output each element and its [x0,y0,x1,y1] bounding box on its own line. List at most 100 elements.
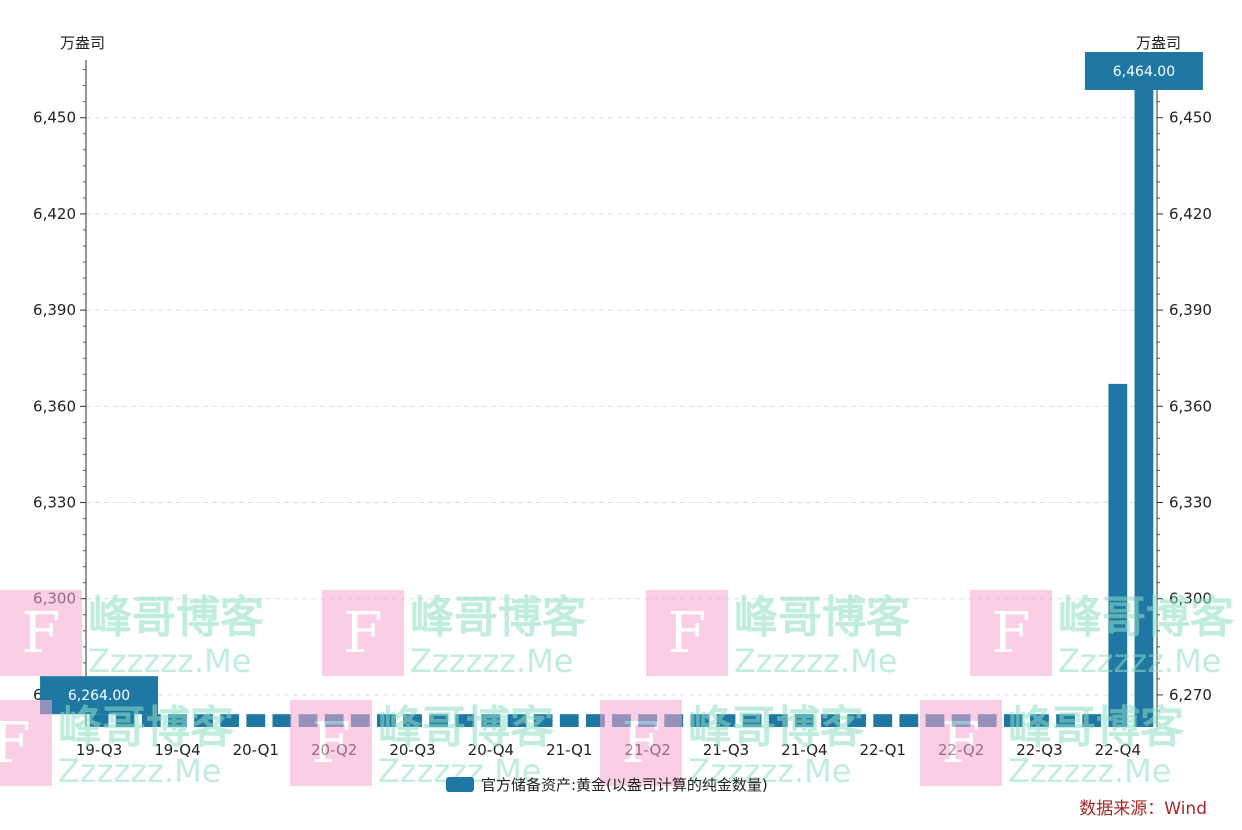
watermark-letter: F [344,601,383,666]
right-unit-label: 万盎司 [1136,34,1181,52]
legend-label: 官方储备资产:黄金(以盎司计算的纯金数量) [481,776,768,794]
y-tick-label-right: 6,360 [1169,397,1212,415]
y-tick-label-right: 6,420 [1169,205,1212,223]
bar[interactable] [690,714,710,727]
bar[interactable] [220,714,240,727]
watermark-subtitle: Zzzzzz.Me [734,642,897,680]
data-label: 6,264.00 [68,688,130,704]
watermark-subtitle: Zzzzzz.Me [58,752,221,790]
watermark-logo [290,700,372,786]
left-unit-label: 万盎司 [60,34,105,52]
bar[interactable] [455,714,475,727]
data-source: 数据来源：Wind [1079,799,1207,819]
x-tick-label: 21-Q3 [703,741,749,759]
bar[interactable] [533,714,553,727]
bar[interactable] [246,714,266,727]
watermark-letter: F [942,711,981,776]
watermark-letter: F [622,711,661,776]
x-tick-label: 20-Q1 [233,741,279,759]
watermark-title: 峰哥博客 [1008,702,1184,753]
y-tick-label-left: 6,450 [33,109,76,127]
watermark-letter: F [668,601,707,666]
watermark-title: 峰哥博客 [688,702,864,753]
y-tick-label-right: 6,450 [1169,109,1212,127]
data-label: 6,464.00 [1113,64,1175,80]
watermark-logo [920,700,1002,786]
x-tick-label: 19-Q3 [76,741,122,759]
y-tick-label-left: 6,330 [33,494,76,512]
watermark-subtitle: Zzzzzz.Me [410,642,573,680]
y-tick-label-right: 6,300 [1169,590,1212,608]
axes [85,60,1158,727]
bar[interactable] [429,714,449,727]
y-tick-label-right: 6,270 [1169,686,1212,704]
x-tick-label: 22-Q1 [860,741,906,759]
watermark-title: 峰哥博客 [410,592,586,643]
bar[interactable] [168,714,187,727]
bar[interactable] [873,714,893,727]
x-tick-label: 22-Q3 [1016,741,1062,759]
bar[interactable] [376,714,396,727]
bar[interactable] [899,714,919,727]
bar[interactable] [1082,714,1102,727]
data-label-box [40,676,159,715]
bar[interactable] [272,714,292,727]
bar[interactable] [403,714,422,727]
bar[interactable] [794,714,814,727]
bar[interactable] [716,714,736,727]
watermark-letter: F [992,601,1031,666]
data-label-box [1084,52,1203,90]
data-labels: 6,264.00 6,464.00 [40,52,1203,715]
bar[interactable] [821,714,840,727]
bar[interactable] [1003,714,1023,727]
bar[interactable] [1056,714,1075,727]
y-tick-label-left: 6,360 [33,397,76,415]
watermark-subtitle: Zzzzzz.Me [1008,752,1171,790]
bar[interactable] [481,714,501,727]
bar[interactable] [559,714,579,727]
watermark-title: 峰哥博客 [88,592,264,643]
x-tick-label: 21-Q4 [781,741,827,759]
watermark-logo [646,590,728,676]
watermark-title: 峰哥博客 [734,592,910,643]
watermark-subtitle: Zzzzzz.Me [88,642,251,680]
x-tick-label: 21-Q1 [546,741,592,759]
watermark-logo [970,590,1052,676]
bar[interactable] [507,714,527,727]
y-tick-label-right: 6,330 [1169,494,1212,512]
watermark-logo [600,700,682,786]
watermark-subtitle: Zzzzzz.Me [688,752,851,790]
watermark-logo [322,590,404,676]
bar[interactable] [141,714,161,727]
watermark-logo [0,590,82,676]
bar[interactable] [847,714,867,727]
y-tick-label-right: 6,390 [1169,301,1212,319]
bar[interactable] [1108,383,1128,727]
watermark-subtitle: Zzzzzz.Me [1058,642,1221,680]
legend[interactable]: 官方储备资产:黄金(以盎司计算的纯金数量) [446,776,768,794]
x-tick-label: 22-Q4 [1095,741,1141,759]
bar[interactable] [194,714,213,727]
bar[interactable] [768,714,788,727]
legend-swatch [446,777,474,792]
bar[interactable] [1030,714,1049,727]
watermark-letter: F [312,711,351,776]
x-tick-label: 20-Q4 [468,741,514,759]
watermark-letter: F [0,711,30,776]
bar[interactable] [115,714,135,727]
bar[interactable] [1134,72,1154,728]
x-tick-label: 19-Q4 [154,741,200,759]
bar[interactable] [742,714,762,727]
y-tick-label-left: 6,420 [33,205,76,223]
bar[interactable] [89,714,109,727]
